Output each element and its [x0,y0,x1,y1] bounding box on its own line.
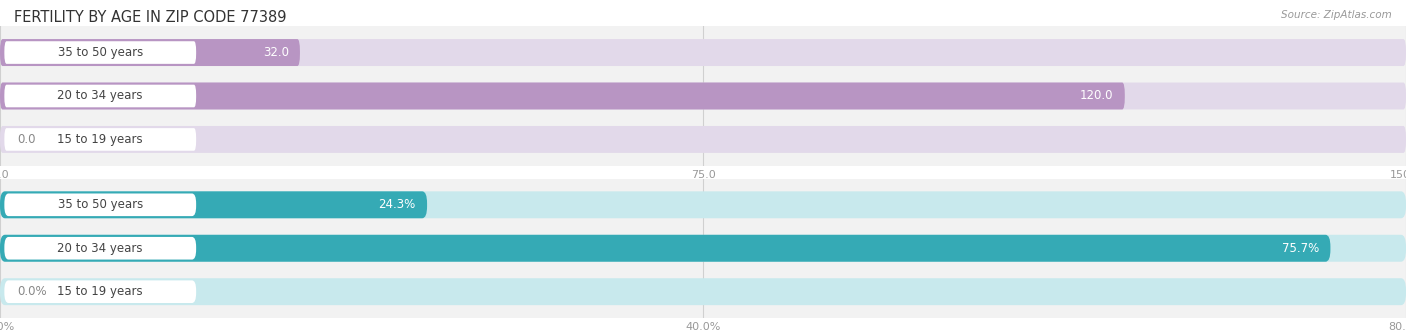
FancyBboxPatch shape [4,128,197,151]
Text: 24.3%: 24.3% [378,198,416,211]
Text: 15 to 19 years: 15 to 19 years [58,285,143,298]
Text: 0.0: 0.0 [17,133,35,146]
FancyBboxPatch shape [0,235,1330,262]
Text: 0.0%: 0.0% [17,285,46,298]
Text: 120.0: 120.0 [1080,89,1114,103]
Text: 35 to 50 years: 35 to 50 years [58,198,143,211]
FancyBboxPatch shape [4,85,197,107]
FancyBboxPatch shape [0,235,1406,262]
Text: 20 to 34 years: 20 to 34 years [58,242,143,255]
FancyBboxPatch shape [0,82,1406,110]
Text: Source: ZipAtlas.com: Source: ZipAtlas.com [1281,10,1392,20]
FancyBboxPatch shape [4,194,197,216]
Text: 75.7%: 75.7% [1282,242,1319,255]
Text: 32.0: 32.0 [263,46,288,59]
Text: FERTILITY BY AGE IN ZIP CODE 77389: FERTILITY BY AGE IN ZIP CODE 77389 [14,10,287,25]
FancyBboxPatch shape [0,39,299,66]
FancyBboxPatch shape [0,191,1406,218]
Text: 15 to 19 years: 15 to 19 years [58,133,143,146]
FancyBboxPatch shape [0,126,1406,153]
FancyBboxPatch shape [0,39,1406,66]
FancyBboxPatch shape [4,280,197,303]
FancyBboxPatch shape [0,278,1406,305]
FancyBboxPatch shape [4,41,197,64]
FancyBboxPatch shape [0,191,427,218]
FancyBboxPatch shape [4,237,197,260]
Text: 20 to 34 years: 20 to 34 years [58,89,143,103]
FancyBboxPatch shape [0,82,1125,110]
Text: 35 to 50 years: 35 to 50 years [58,46,143,59]
